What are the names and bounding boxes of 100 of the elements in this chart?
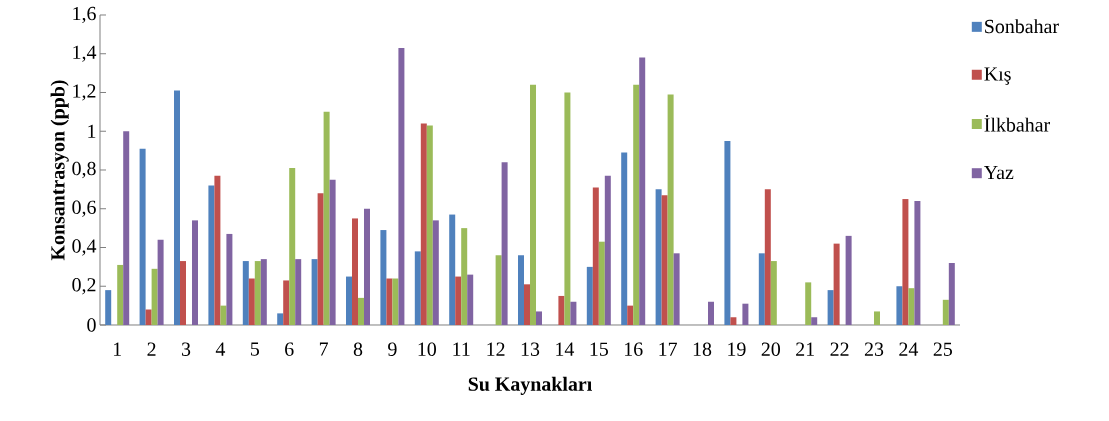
bar [214,175,221,325]
x-tick-label: 12 [487,342,505,356]
bar [639,57,646,325]
bar [323,111,330,325]
bar [254,261,261,325]
bar [902,199,909,325]
bar [827,290,834,325]
bar [730,317,737,325]
bar [180,261,186,325]
bar [467,274,474,325]
bar [117,264,124,325]
x-tick-label: 16 [624,342,643,356]
y-tick-label: 0 [87,318,96,332]
bar [386,278,393,325]
x-tick-label: 10 [418,342,437,356]
bar [570,301,577,325]
bar [758,253,765,325]
bar [708,301,715,325]
y-tick-label: 1,4 [73,45,97,62]
bar [592,187,599,325]
bar [346,276,352,325]
x-tick-label: 19 [728,342,746,356]
bar [157,239,164,325]
bar [420,123,427,325]
bar [633,84,640,325]
bar [352,218,358,325]
legend-label: Kış [984,67,1011,85]
bar [874,311,881,325]
bar [226,233,233,325]
y-tick-label: 0,2 [72,278,96,295]
bar [833,243,840,325]
legend-label: İlkbahar [984,115,1050,132]
bar [329,179,336,325]
bar [455,276,462,325]
x-tick-label: 23 [864,342,884,356]
x-tick-label: 9 [388,342,397,356]
bar [914,201,921,325]
x-tick-label: 1 [113,342,121,356]
x-tick-label: 11 [453,342,470,356]
legend-label: Sonbahar [985,19,1059,34]
bar [948,263,955,325]
x-tick-label: 25 [933,342,952,356]
bar [260,259,267,325]
x-tick-label: 14 [556,342,575,356]
legend-label: Yaz [984,165,1014,180]
bar [627,305,634,325]
bar [764,189,771,325]
bar [621,152,628,325]
x-tick-label: 18 [693,342,712,356]
x-tick-label: 24 [899,342,919,356]
y-tick-label: 1,6 [73,6,96,24]
bar [289,168,296,325]
bar [673,253,680,325]
x-tick-label: 13 [521,342,540,356]
bar [248,278,255,325]
bar [380,230,387,325]
bar [145,309,152,325]
bar [123,131,130,325]
x-tick-label: 17 [659,342,677,356]
bar [518,255,525,325]
bar [524,284,531,325]
x-tick-label: 6 [285,342,294,356]
bar [242,261,249,325]
x-tick-label: 8 [353,342,363,356]
bar [461,228,468,325]
bar [586,266,593,325]
bar [174,90,180,325]
bar [449,214,456,325]
bar [317,193,324,325]
bar [724,140,731,325]
bar [536,311,543,325]
bar [908,288,915,325]
bar [558,295,565,325]
bar [896,286,903,325]
x-tick-label: 4 [215,342,226,356]
bar [432,220,439,325]
bar [661,195,668,325]
bar [501,162,508,325]
x-tick-label: 5 [250,342,260,356]
bar [604,175,611,325]
x-tick-label: 7 [319,342,329,356]
bar [845,235,852,325]
x-tick-label: 20 [761,342,781,356]
y-tick-label: 1,2 [73,84,96,101]
y-axis-title: Konsantrasyon (ppb) [50,80,69,261]
x-tick-label: 21 [796,342,814,356]
bar [564,92,571,325]
y-tick-label: 0,4 [72,239,97,256]
bar [220,305,227,325]
bar [139,148,146,325]
bar [426,125,433,325]
bar [667,94,674,325]
bar [392,278,399,325]
x-axis-title: Su Kaynakları [468,376,592,395]
bar [208,185,215,325]
bar [364,208,370,325]
y-tick-label: 1 [88,124,96,138]
bar [414,251,421,325]
bar [598,241,605,325]
bar [770,261,777,325]
